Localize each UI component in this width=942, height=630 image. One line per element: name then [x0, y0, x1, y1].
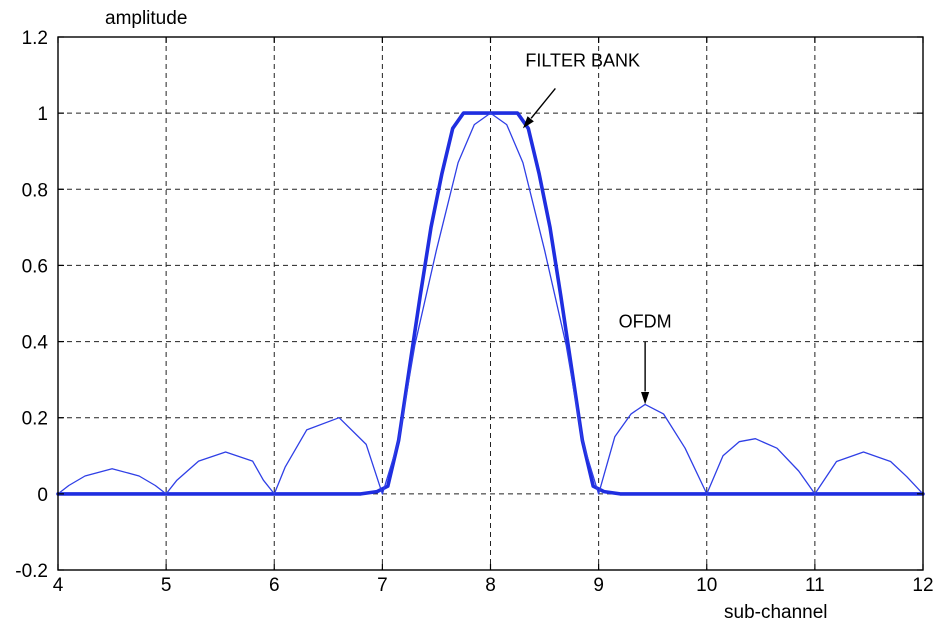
grid-layer — [58, 37, 923, 570]
y-tick-label: 0.8 — [22, 180, 48, 201]
x-tick-label: 5 — [161, 575, 172, 596]
y-tick-label: 0.2 — [22, 409, 48, 430]
x-tick-label: 11 — [805, 575, 825, 596]
x-tick-label: 8 — [485, 575, 496, 596]
annotation-arrowhead — [522, 116, 534, 129]
annotation-label: FILTER BANK — [525, 50, 640, 70]
x-tick-label: 12 — [912, 575, 933, 596]
annotation-label: OFDM — [619, 312, 672, 332]
x-tick-label: 4 — [53, 575, 64, 596]
y-tick-label: 1 — [37, 104, 48, 125]
x-tick-label: 7 — [377, 575, 388, 596]
annotation-layer: FILTER BANK OFDM — [522, 50, 672, 405]
x-tick-label: 9 — [593, 575, 604, 596]
y-tick-label: 0.4 — [22, 333, 49, 354]
y-tick-label: 1.2 — [22, 28, 48, 49]
x-tick-label: 6 — [269, 575, 280, 596]
x-axis-label: sub-channel — [724, 602, 828, 623]
annotation-arrowhead — [641, 392, 650, 405]
series-layer — [56, 111, 925, 496]
label-layer: 4 5 6 7 8 9 10 11 12 -0.2 0 0.2 0.4 0.6 0.8 1 1.2 — [15, 28, 933, 596]
series-line-ofdm — [57, 112, 924, 495]
annotation-arrow-line — [530, 87, 556, 119]
x-tick-label: 10 — [696, 575, 717, 596]
y-tick-label: -0.2 — [15, 561, 48, 582]
tick-layer — [57, 36, 924, 571]
y-tick-label: 0.6 — [22, 256, 48, 277]
y-tick-label: 0 — [37, 485, 48, 506]
y-axis-label: amplitude — [105, 8, 187, 29]
